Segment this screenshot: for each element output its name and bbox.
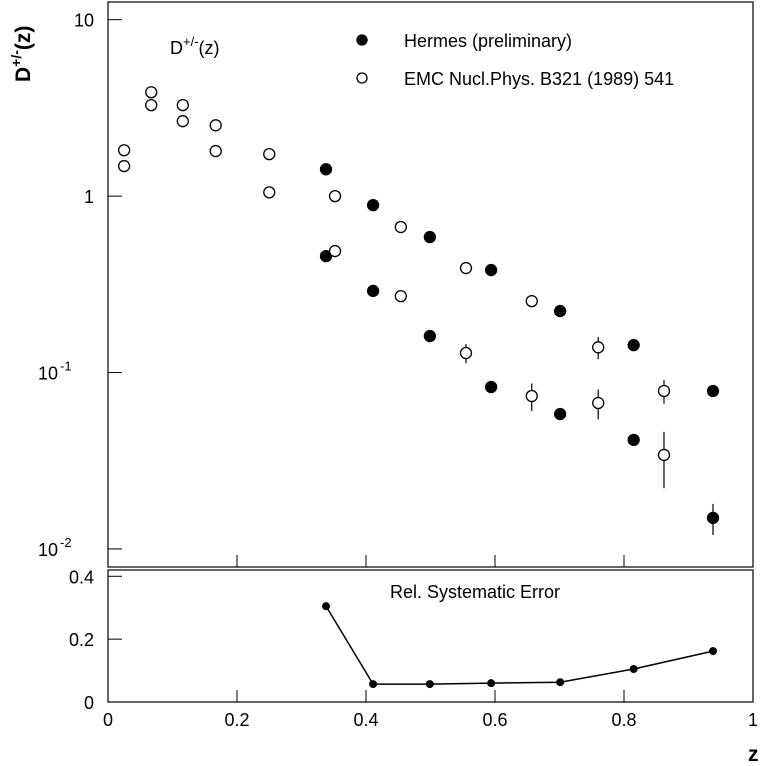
y-tick-label: 0.4 — [69, 567, 94, 587]
legend-marker — [356, 72, 368, 84]
panel-title: Rel. Systematic Error — [390, 582, 560, 602]
y-title-base: D — [12, 67, 35, 82]
data-point — [328, 244, 342, 258]
data-point — [263, 147, 276, 161]
data-point — [145, 98, 158, 112]
data-point — [263, 186, 276, 199]
data-point — [627, 338, 640, 352]
legend-label: EMC Nucl.Phys. B321 (1989) 541 — [404, 69, 674, 89]
data-point — [459, 346, 473, 360]
chart-annotation: D+/-(z) — [170, 34, 220, 58]
data-point — [117, 144, 131, 157]
x-tick-label: 0.6 — [482, 710, 507, 730]
y-tick-label: 10 — [74, 11, 94, 31]
data-point — [319, 163, 333, 176]
x-tick-label: 0.2 — [224, 710, 249, 730]
data-point — [117, 159, 131, 173]
y-axis-title: D+/-(z) — [8, 26, 35, 82]
y-title-tail: (z) — [12, 26, 35, 51]
data-point — [592, 396, 605, 410]
y-tick-exponent: -1 — [60, 359, 72, 374]
data-point — [366, 284, 380, 298]
title-tail: (z) — [199, 38, 220, 58]
x-tick-label: 0.4 — [353, 710, 378, 730]
title-sup: +/- — [183, 34, 199, 49]
data-point — [657, 384, 671, 398]
data-point — [706, 511, 720, 525]
data-point — [657, 448, 671, 462]
data-point — [484, 263, 498, 277]
legend-marker — [356, 34, 368, 46]
data-point — [525, 389, 538, 403]
title-base: D — [170, 38, 183, 58]
data-point — [394, 220, 407, 234]
data-point — [487, 679, 496, 688]
y-tick-label: 10 — [38, 364, 58, 384]
data-point — [322, 602, 331, 611]
y-tick-exponent: -2 — [60, 535, 72, 550]
data-point — [425, 680, 434, 689]
data-point — [366, 198, 380, 212]
legend-label: Hermes (preliminary) — [404, 31, 572, 51]
data-point — [209, 144, 222, 158]
x-tick-label: 0.8 — [611, 710, 636, 730]
data-point — [176, 115, 189, 128]
x-axis-title: z — [748, 743, 759, 766]
data-point — [145, 86, 158, 99]
y-tick-label: 10 — [38, 540, 58, 560]
data-point — [423, 329, 437, 343]
x-tick-label: 1 — [748, 710, 758, 730]
data-point — [459, 261, 473, 275]
data-point — [176, 98, 189, 112]
data-point — [706, 384, 720, 398]
data-point — [328, 189, 342, 203]
data-point — [592, 341, 605, 354]
data-point — [709, 647, 718, 656]
y-title-sup: +/- — [8, 50, 24, 67]
data-line — [325, 605, 714, 685]
data-point — [556, 678, 565, 687]
data-point — [553, 304, 567, 318]
y-tick-label: 0.2 — [69, 630, 94, 650]
data-point — [629, 665, 638, 673]
data-point — [627, 433, 640, 447]
y-tick-label: 1 — [84, 187, 94, 207]
data-point — [423, 230, 437, 244]
x-tick-label: 0 — [103, 710, 113, 730]
data-point — [394, 289, 407, 303]
data-point — [484, 380, 498, 394]
plot-frame — [107, 569, 754, 703]
data-point — [553, 407, 567, 421]
y-tick-label: 0 — [84, 693, 94, 713]
plot-frame — [107, 1, 754, 568]
data-point — [369, 680, 378, 689]
data-point — [209, 119, 222, 132]
data-point — [525, 294, 538, 308]
